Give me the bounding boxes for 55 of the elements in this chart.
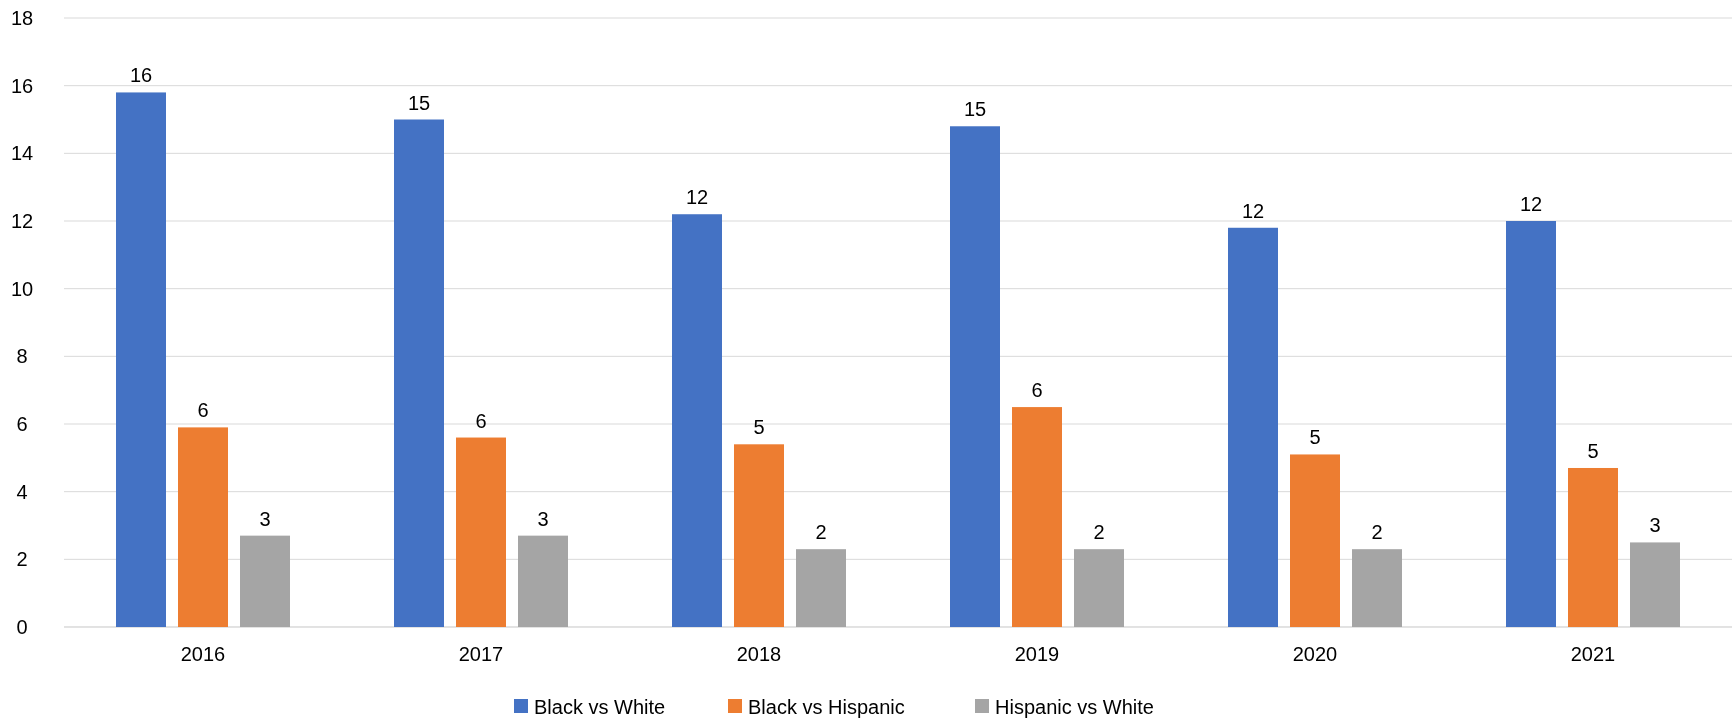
x-tick-label: 2016 xyxy=(180,643,226,665)
legend-label: Black vs Hispanic xyxy=(748,696,905,718)
data-label: 3 xyxy=(1649,514,1661,537)
bar xyxy=(456,437,506,627)
data-label: 12 xyxy=(685,186,709,209)
legend-label: Black vs White xyxy=(534,696,666,718)
bar xyxy=(240,535,290,627)
bar xyxy=(1352,549,1402,627)
data-label: 3 xyxy=(537,507,549,530)
bar xyxy=(950,126,1000,627)
bar xyxy=(178,427,228,627)
bar xyxy=(1012,407,1062,627)
x-tick-label: 2021 xyxy=(1570,643,1616,665)
legend-label: Hispanic vs White xyxy=(995,696,1154,718)
y-tick-label: 6 xyxy=(16,413,28,435)
x-tick-label: 2018 xyxy=(736,643,782,665)
x-tick-label: 2019 xyxy=(1014,643,1060,665)
bar xyxy=(518,535,568,627)
data-label: 16 xyxy=(129,64,153,87)
x-tick-label: 2020 xyxy=(1292,643,1338,665)
y-tick-label: 14 xyxy=(10,142,34,165)
data-label: 12 xyxy=(1241,199,1265,222)
data-label: 5 xyxy=(1309,426,1321,449)
bar xyxy=(116,92,166,627)
bar xyxy=(796,549,846,627)
y-tick-label: 10 xyxy=(10,277,34,300)
data-label: 2 xyxy=(1093,521,1105,544)
data-label: 15 xyxy=(407,91,431,114)
bar xyxy=(394,119,444,627)
y-tick-label: 16 xyxy=(10,74,34,97)
data-label: 3 xyxy=(259,507,271,530)
y-tick-label: 12 xyxy=(10,210,34,232)
data-label: 12 xyxy=(1519,193,1543,215)
data-label: 5 xyxy=(1587,439,1599,462)
bar xyxy=(1074,549,1124,627)
x-tick-label: 2017 xyxy=(458,643,504,665)
bar xyxy=(672,214,722,627)
y-tick-label: 0 xyxy=(16,616,28,638)
data-label: 6 xyxy=(197,399,209,422)
bar xyxy=(1506,221,1556,627)
data-label: 2 xyxy=(1371,521,1383,544)
y-tick-label: 4 xyxy=(16,480,28,503)
bar xyxy=(1568,467,1618,627)
data-label: 6 xyxy=(475,409,487,432)
y-tick-label: 18 xyxy=(10,7,34,29)
data-label: 6 xyxy=(1031,379,1043,402)
bar xyxy=(1630,542,1680,627)
data-label: 5 xyxy=(753,416,765,439)
data-label: 15 xyxy=(963,98,987,121)
y-tick-label: 8 xyxy=(16,345,28,368)
bar xyxy=(734,444,784,627)
bar xyxy=(1228,227,1278,627)
data-label: 2 xyxy=(815,521,827,544)
bar xyxy=(1290,454,1340,627)
y-tick-label: 2 xyxy=(16,548,28,571)
